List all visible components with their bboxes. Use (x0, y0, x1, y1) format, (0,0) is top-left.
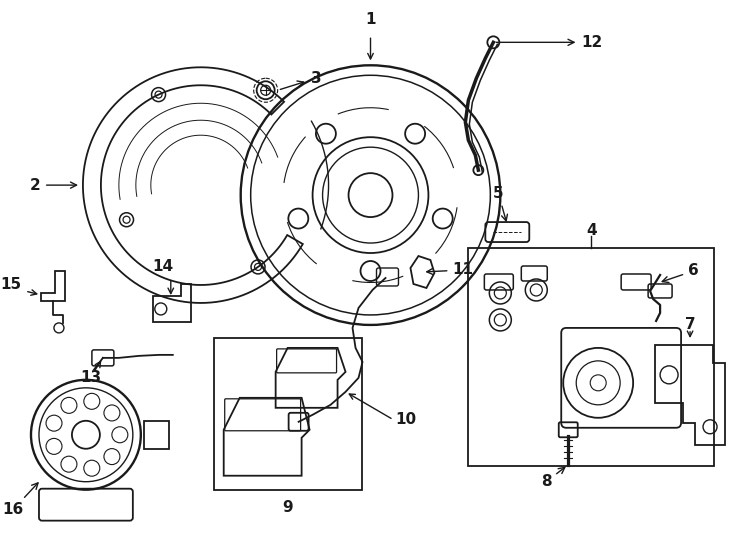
Text: 14: 14 (152, 259, 173, 273)
Text: 5: 5 (493, 186, 507, 221)
Text: 11: 11 (426, 262, 473, 278)
Text: 8: 8 (541, 468, 564, 489)
Text: 4: 4 (586, 222, 597, 238)
Text: 6: 6 (662, 264, 699, 282)
Text: 12: 12 (496, 35, 603, 50)
Text: 2: 2 (30, 178, 76, 193)
Text: 15: 15 (1, 278, 21, 293)
Text: 1: 1 (366, 12, 376, 28)
Text: 13: 13 (80, 370, 101, 386)
Text: 7: 7 (685, 318, 695, 333)
Text: 10: 10 (396, 413, 417, 427)
Text: 3: 3 (280, 71, 321, 90)
Text: 9: 9 (283, 500, 293, 515)
Bar (468, 248, 714, 465)
Text: 16: 16 (2, 483, 38, 517)
Bar (214, 338, 362, 490)
